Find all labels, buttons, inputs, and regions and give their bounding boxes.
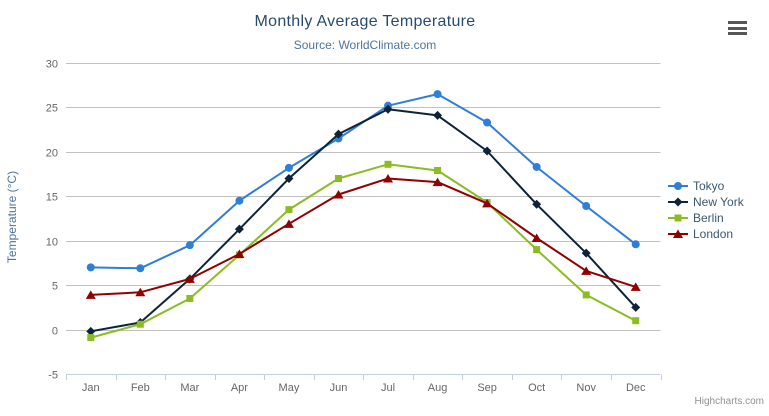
- point-new-york-jun[interactable]: [333, 129, 343, 139]
- point-tokyo-oct[interactable]: [532, 162, 541, 171]
- chart-subtitle: Source: WorldClimate.com: [293, 38, 437, 52]
- point-london-aug[interactable]: [432, 177, 443, 187]
- legend: Tokyo New York Berlin London: [668, 178, 744, 242]
- point-london-mar[interactable]: [184, 274, 195, 283]
- point-london-jun[interactable]: [333, 190, 344, 199]
- y-axis-title: Temperature (°C): [5, 170, 19, 264]
- export-menu-button[interactable]: [728, 21, 747, 35]
- legend-label: Tokyo: [693, 179, 725, 193]
- series-line-tokyo: [89, 93, 637, 270]
- point-berlin-dec[interactable]: [632, 317, 640, 325]
- y-axis-label: 30: [46, 59, 58, 71]
- point-new-york-jan[interactable]: [86, 326, 96, 336]
- point-berlin-jan[interactable]: [87, 334, 95, 342]
- point-london-jul[interactable]: [383, 174, 394, 183]
- y-axis-label: 0: [52, 326, 58, 338]
- point-london-apr[interactable]: [234, 249, 245, 259]
- point-london-dec[interactable]: [630, 282, 641, 291]
- series-line-berlin: [89, 163, 637, 339]
- point-new-york-jul[interactable]: [383, 104, 393, 114]
- point-london-jan[interactable]: [85, 290, 96, 299]
- point-tokyo-jan[interactable]: [86, 263, 95, 272]
- point-berlin-aug[interactable]: [434, 167, 442, 175]
- point-berlin-mar[interactable]: [186, 294, 194, 302]
- point-tokyo-feb[interactable]: [136, 264, 145, 273]
- point-tokyo-aug[interactable]: [433, 90, 442, 99]
- legend-symbol[interactable]: [673, 197, 683, 207]
- x-axis-label: Apr: [231, 382, 248, 394]
- point-berlin-jun[interactable]: [334, 175, 342, 183]
- y-axis-label: 15: [46, 192, 58, 204]
- x-axis-label: Jul: [381, 382, 395, 394]
- point-new-york-dec[interactable]: [631, 302, 641, 312]
- point-london-may[interactable]: [283, 219, 294, 228]
- legend-marker-icon: [668, 197, 688, 207]
- point-berlin-nov[interactable]: [582, 291, 590, 299]
- legend-item-london[interactable]: London: [668, 226, 744, 242]
- series-tokyo: [86, 90, 640, 273]
- legend-symbol[interactable]: [674, 182, 682, 190]
- point-new-york-sep[interactable]: [482, 146, 492, 156]
- hamburger-bar: [728, 21, 747, 24]
- legend-marker-icon: [668, 182, 688, 190]
- point-london-oct[interactable]: [531, 233, 542, 243]
- series-london: [85, 174, 641, 299]
- point-london-sep[interactable]: [482, 198, 493, 208]
- legend-symbol[interactable]: [674, 214, 682, 222]
- x-axis-label: Jun: [330, 382, 348, 394]
- x-axis-label: Oct: [528, 382, 545, 394]
- point-new-york-apr[interactable]: [234, 224, 244, 234]
- x-axis-label: Sep: [477, 382, 497, 394]
- point-london-feb[interactable]: [135, 287, 146, 297]
- point-new-york-may[interactable]: [284, 174, 294, 184]
- point-tokyo-sep[interactable]: [483, 118, 492, 127]
- point-tokyo-apr[interactable]: [235, 196, 244, 205]
- series-line-london: [89, 177, 637, 296]
- point-london-nov[interactable]: [581, 266, 592, 275]
- series-new-york: [86, 104, 641, 336]
- legend-symbol[interactable]: [673, 229, 683, 239]
- x-axis-label: Jan: [82, 382, 100, 394]
- point-tokyo-mar[interactable]: [185, 241, 194, 250]
- chart-title: Monthly Average Temperature: [254, 13, 476, 30]
- y-axis-label: -5: [48, 370, 58, 382]
- legend-label: Berlin: [693, 211, 724, 225]
- point-new-york-nov[interactable]: [581, 248, 591, 258]
- hamburger-bar: [728, 26, 747, 30]
- x-axis-label: Aug: [428, 382, 448, 394]
- point-berlin-may[interactable]: [285, 206, 293, 214]
- series-line-new-york: [89, 108, 637, 333]
- point-tokyo-nov[interactable]: [582, 202, 591, 211]
- y-axis-label: 10: [46, 237, 58, 249]
- point-berlin-oct[interactable]: [533, 246, 541, 254]
- legend-marker-icon: [668, 229, 688, 239]
- y-axis-label: 25: [46, 103, 58, 115]
- point-berlin-jul[interactable]: [384, 160, 392, 168]
- legend-item-berlin[interactable]: Berlin: [668, 210, 744, 226]
- x-axis-label: Dec: [626, 382, 646, 394]
- x-axis-label: Mar: [180, 382, 199, 394]
- point-tokyo-dec[interactable]: [631, 240, 640, 249]
- hamburger-bar: [728, 32, 747, 35]
- legend-label: New York: [693, 195, 744, 209]
- point-berlin-feb[interactable]: [136, 320, 144, 328]
- legend-marker-icon: [668, 214, 688, 222]
- point-tokyo-may[interactable]: [284, 163, 293, 172]
- legend-item-tokyo[interactable]: Tokyo: [668, 178, 744, 194]
- credits-link[interactable]: Highcharts.com: [694, 396, 764, 407]
- legend-label: London: [693, 227, 734, 241]
- y-axis-label: 20: [46, 148, 58, 160]
- y-axis-label: 5: [52, 281, 58, 293]
- point-new-york-aug[interactable]: [433, 110, 443, 120]
- point-new-york-oct[interactable]: [532, 199, 542, 209]
- x-axis-label: Nov: [576, 382, 596, 394]
- x-axis-label: Feb: [131, 382, 150, 394]
- x-axis-label: May: [279, 382, 300, 394]
- legend-item-new-york[interactable]: New York: [668, 194, 744, 210]
